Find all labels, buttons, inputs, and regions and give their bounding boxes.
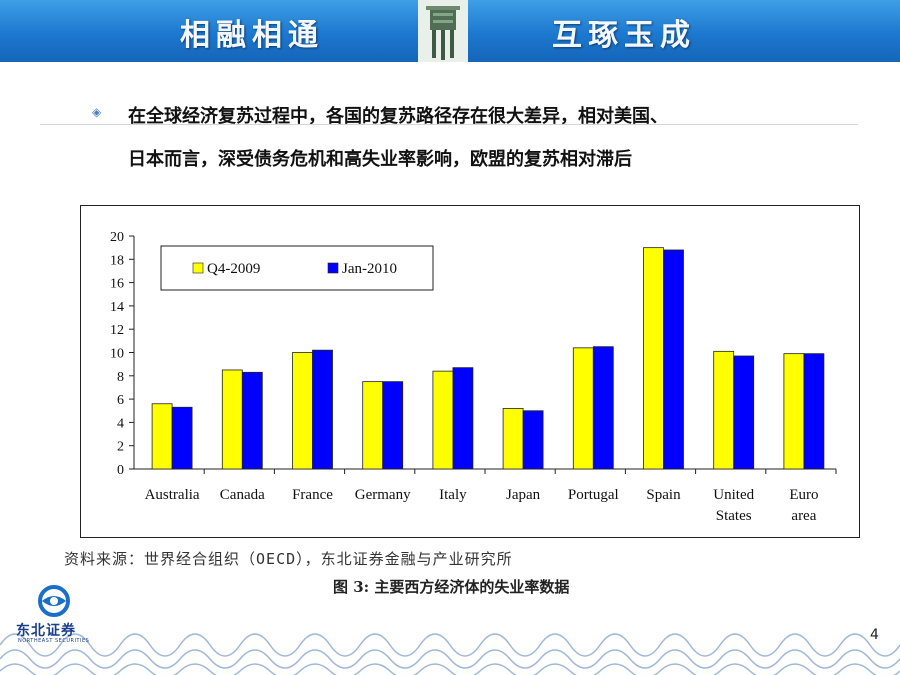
x-tick-label: area xyxy=(791,508,816,524)
x-tick-label: States xyxy=(716,508,752,524)
legend-box xyxy=(160,245,434,291)
header-title-left: 相融相通 xyxy=(180,18,324,53)
header-title-right: 互琢玉成 xyxy=(552,18,696,53)
y-tick-label: 10 xyxy=(110,347,124,362)
bar-q4-2009 xyxy=(783,353,805,470)
bronze-vessel-icon xyxy=(418,0,468,62)
x-tick-label: France xyxy=(292,487,333,503)
bar-jan-2010 xyxy=(312,349,333,470)
page-number: 4 xyxy=(870,627,879,643)
legend-swatch xyxy=(192,262,204,274)
y-tick-label: 0 xyxy=(117,463,124,478)
bullet-text-line-1: 在全球经济复苏过程中，各国的复苏路径存在很大差异，相对美国、 xyxy=(128,106,668,127)
wave-border-decoration xyxy=(0,615,900,675)
x-tick-label: Euro xyxy=(789,487,818,503)
bar-q4-2009 xyxy=(221,369,243,470)
bar-jan-2010 xyxy=(382,381,404,470)
bar-q4-2009 xyxy=(432,370,454,470)
bar-jan-2010 xyxy=(592,346,614,470)
bar-q4-2009 xyxy=(362,381,384,470)
legend-label: Q4-2009 xyxy=(207,261,260,277)
x-tick-label: Portugal xyxy=(568,487,619,503)
y-tick-label: 14 xyxy=(110,300,124,315)
x-tick-label: Germany xyxy=(355,487,411,503)
bar-q4-2009 xyxy=(643,247,664,470)
bar-jan-2010 xyxy=(522,410,544,470)
bar-q4-2009 xyxy=(151,403,173,470)
bullet-text-line-2: 日本而言，深受债务危机和高失业率影响，欧盟的复苏相对滞后 xyxy=(128,149,632,170)
bar-jan-2010 xyxy=(241,371,263,470)
logo-subtitle: NORTHEAST SECURITIES xyxy=(18,638,90,644)
x-tick-label: Spain xyxy=(646,487,681,503)
x-tick-label: United xyxy=(713,487,754,503)
header-bar: 相融相通 互琢玉成 xyxy=(0,0,900,62)
y-tick-label: 2 xyxy=(117,440,124,455)
bar-jan-2010 xyxy=(663,249,684,470)
y-tick-label: 18 xyxy=(110,253,124,268)
diamond-bullet-icon: ◈ xyxy=(92,105,102,119)
figure-caption: 图 3: 主要西方经济体的失业率数据 xyxy=(333,578,570,596)
legend-swatch xyxy=(327,262,339,274)
y-tick-label: 6 xyxy=(117,393,124,408)
x-tick-label: Australia xyxy=(145,487,200,503)
y-tick-label: 8 xyxy=(117,370,124,385)
chart-frame: 0 2 4 6 8 10 12 14 16 18 20 Australia Canada France Ge… xyxy=(80,205,860,538)
unemployment-bar-chart: 0 2 4 6 8 10 12 14 16 18 20 Australia Canada France Ge… xyxy=(110,230,837,524)
y-tick-label: 16 xyxy=(110,277,124,292)
bar-jan-2010 xyxy=(733,355,755,470)
bar-q4-2009 xyxy=(713,350,735,470)
x-tick-label: Canada xyxy=(220,487,265,503)
northeast-securities-logo-icon xyxy=(38,585,70,617)
y-tick-label: 4 xyxy=(117,416,124,431)
divider-line xyxy=(40,124,858,125)
bar-q4-2009 xyxy=(292,352,313,470)
bar-q4-2009 xyxy=(502,408,524,470)
bar-jan-2010 xyxy=(803,353,825,470)
bar-jan-2010 xyxy=(452,367,474,470)
x-tick-label: Italy xyxy=(439,487,467,503)
legend-label: Jan-2010 xyxy=(342,261,397,277)
logo-wordmark: 东北证券 xyxy=(16,623,76,639)
bar-q4-2009 xyxy=(572,347,594,470)
bar-jan-2010 xyxy=(171,406,193,470)
y-tick-label: 20 xyxy=(110,230,124,245)
x-tick-label: Japan xyxy=(506,487,541,503)
source-note: 资料来源：世界经合组织（OECD），东北证券金融与产业研究所 xyxy=(64,550,513,568)
y-tick-label: 12 xyxy=(110,323,124,338)
bullet-paragraph: 在全球经济复苏过程中，各国的复苏路径存在很大差异，相对美国、 日本而言，深受债务… xyxy=(128,95,828,181)
